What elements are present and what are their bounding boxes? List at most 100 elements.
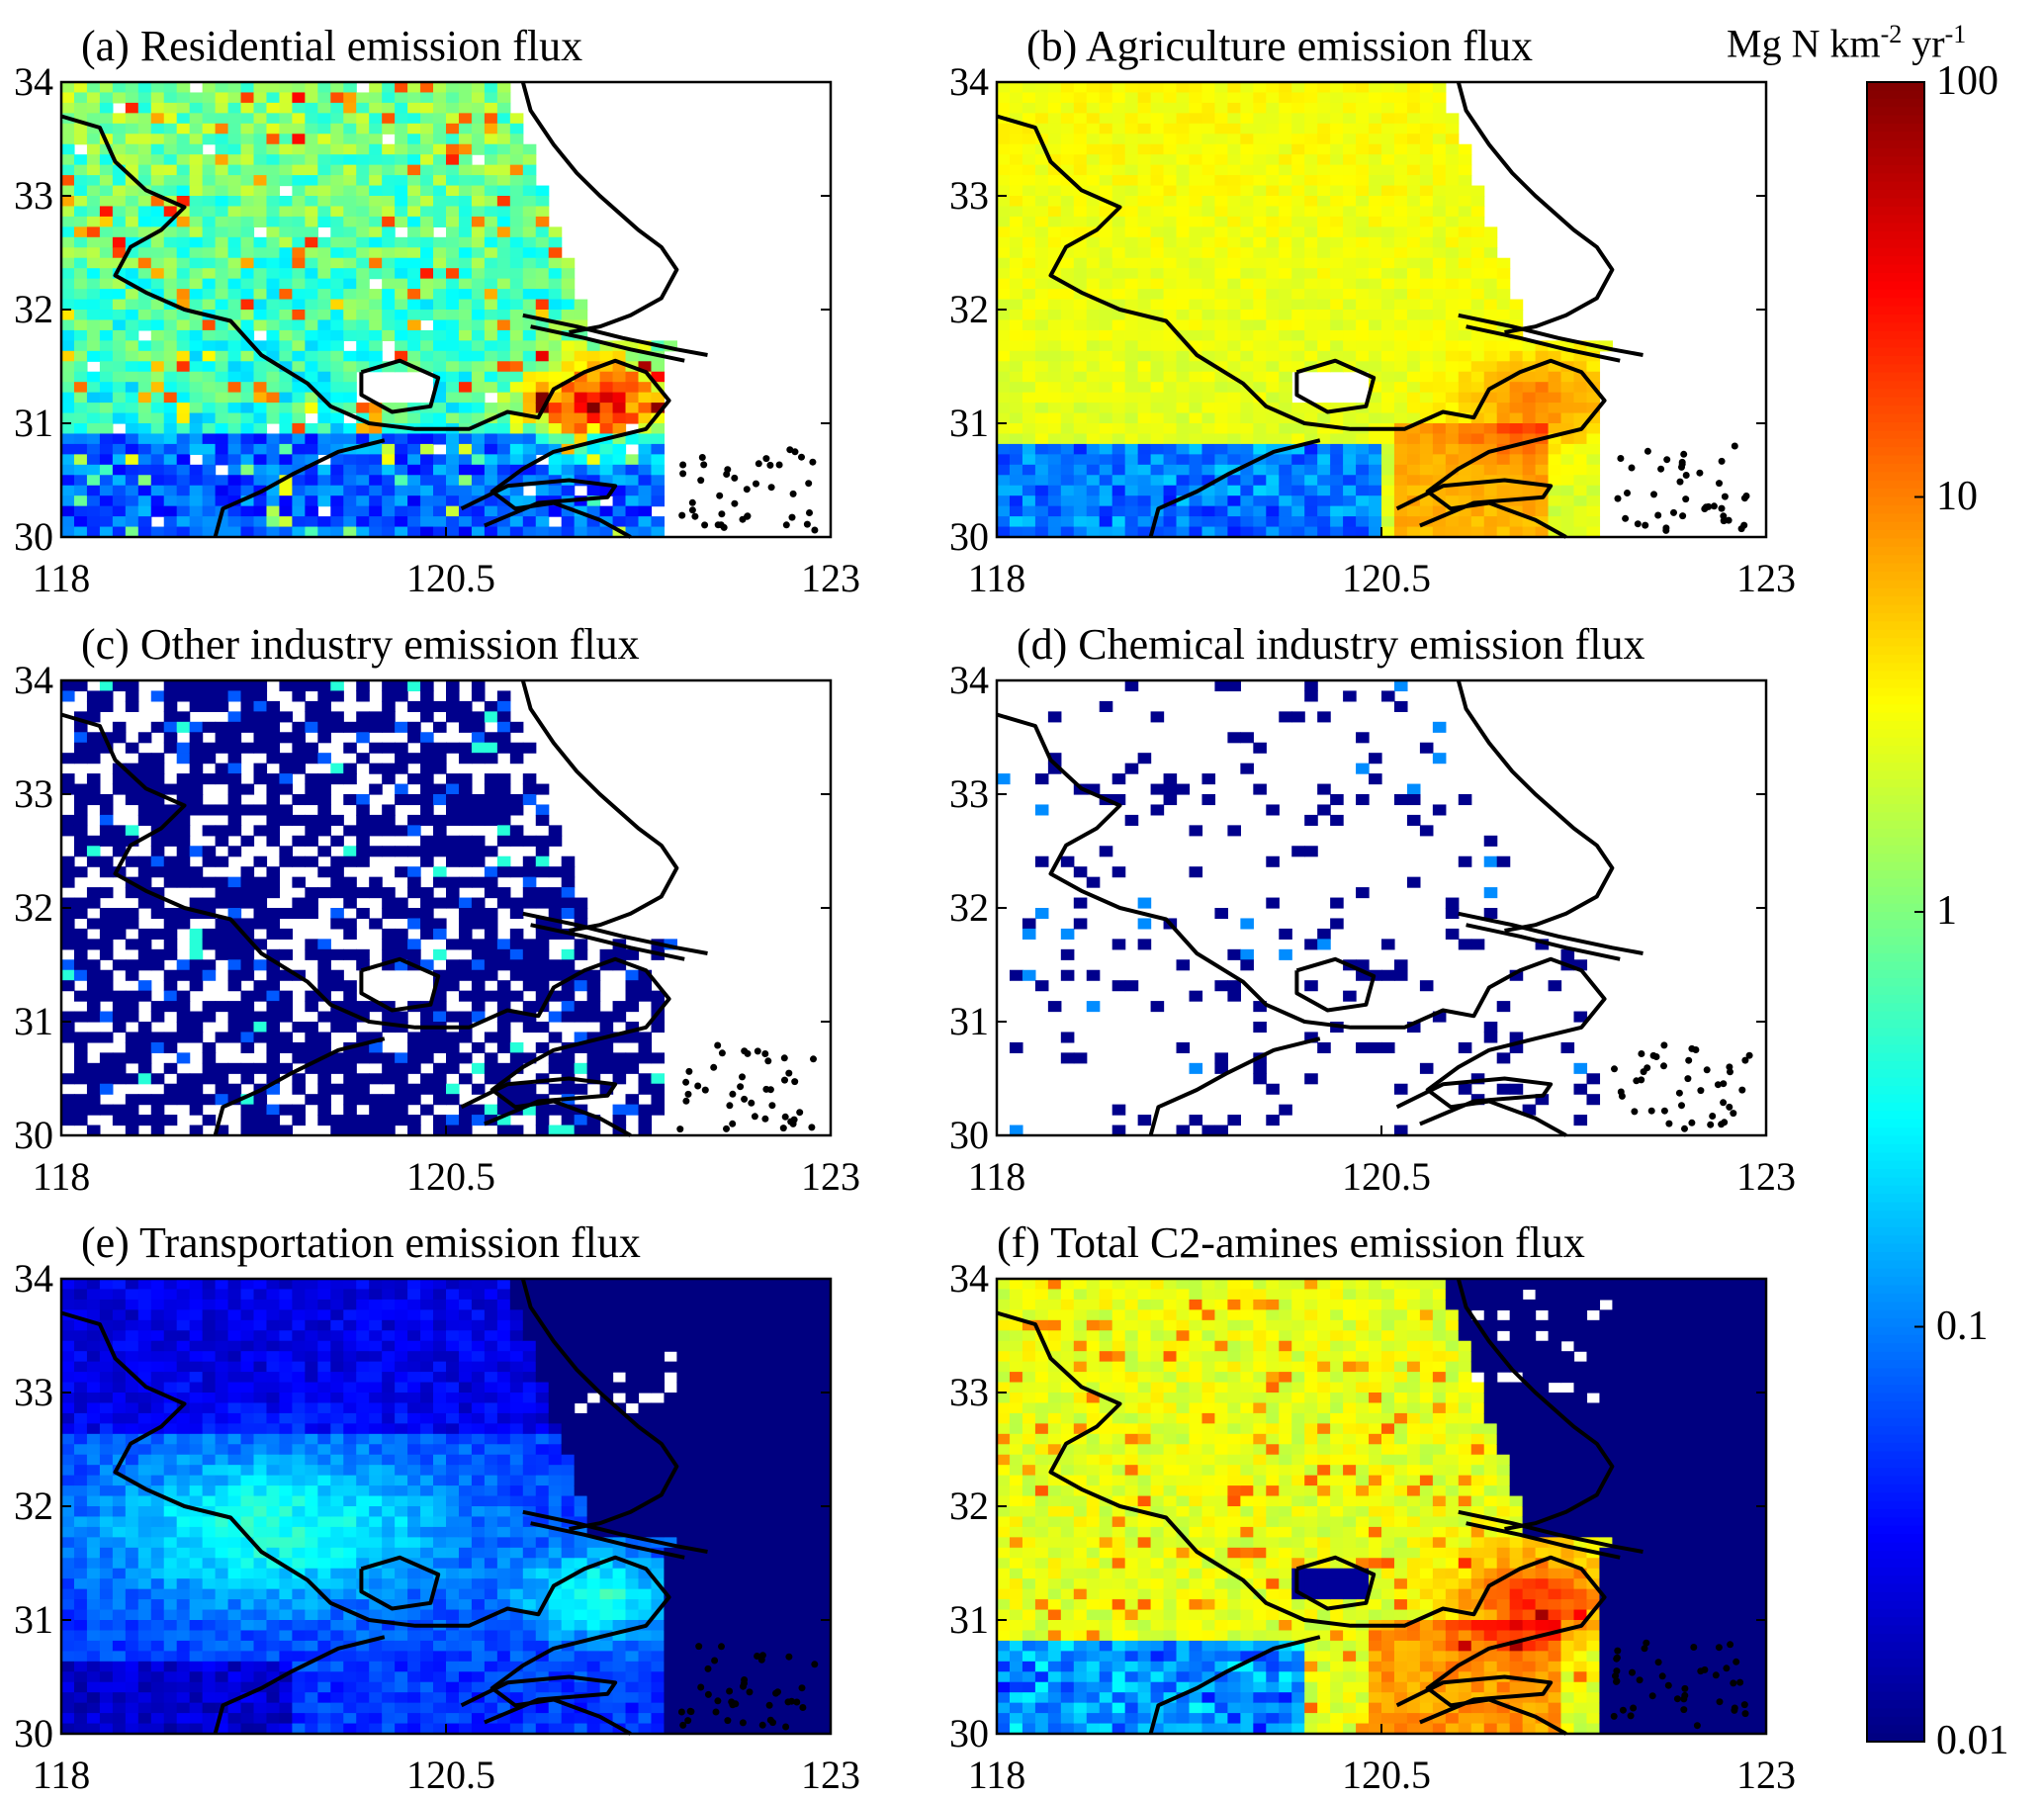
grid-cell — [1073, 236, 1088, 248]
grid-cell — [356, 247, 370, 259]
map-panel-c — [59, 678, 833, 1137]
grid-cell — [522, 268, 537, 280]
grid-cell — [1253, 505, 1267, 517]
grid-cell — [1176, 247, 1191, 259]
grid-cell — [1343, 485, 1357, 496]
grid-cell — [1522, 340, 1537, 352]
grid-cell — [484, 113, 498, 125]
grid-cell — [1073, 196, 1088, 208]
grid-cell — [125, 969, 139, 981]
grid-cell — [150, 340, 165, 352]
grid-cell — [1060, 464, 1075, 476]
grid-cell — [227, 1022, 242, 1034]
island-dot — [694, 1082, 702, 1090]
grid-cell — [638, 403, 653, 414]
grid-cell — [433, 299, 447, 311]
grid-cell — [240, 164, 255, 176]
grid-cell — [638, 1052, 653, 1064]
grid-cell — [86, 226, 101, 238]
grid-cell — [1163, 154, 1178, 166]
grid-cell — [638, 454, 653, 466]
grid-cell — [484, 454, 498, 466]
grid-cell — [496, 257, 511, 269]
grid-cell — [1073, 206, 1088, 218]
grid-cell — [433, 464, 447, 476]
grid-cell — [176, 433, 191, 445]
grid-cell — [1111, 412, 1126, 424]
grid-cell — [292, 423, 306, 435]
grid-cell — [420, 783, 434, 795]
grid-cell — [395, 897, 408, 909]
grid-cell — [1356, 102, 1370, 114]
grid-cell — [458, 485, 473, 496]
grid-cell — [73, 897, 88, 909]
grid-cell — [189, 680, 204, 692]
island-dot — [717, 521, 725, 529]
grid-cell — [73, 196, 88, 208]
grid-cell — [176, 164, 191, 176]
island-dot — [808, 1124, 816, 1131]
grid-cell — [73, 516, 88, 528]
grid-cell — [1291, 143, 1305, 155]
island-dot — [751, 1113, 758, 1121]
grid-cell — [433, 505, 447, 517]
grid-cell — [1124, 289, 1139, 301]
grid-cell — [407, 680, 421, 692]
grid-cell — [73, 753, 88, 765]
grid-cell — [1496, 392, 1511, 404]
grid-cell — [343, 846, 357, 857]
grid-cell — [433, 102, 447, 114]
grid-cell — [1227, 350, 1241, 362]
grid-cell — [382, 763, 396, 774]
grid-cell — [1522, 516, 1537, 528]
grid-cell — [112, 196, 127, 208]
island-dot — [1710, 502, 1718, 510]
grid-cell — [1432, 464, 1447, 476]
grid-cell — [317, 773, 331, 785]
grid-cell — [1266, 257, 1280, 269]
grid-cell — [1356, 278, 1370, 290]
grid-cell — [1304, 310, 1318, 321]
grid-cell — [266, 113, 281, 125]
grid-cell — [458, 340, 473, 352]
grid-cell — [266, 299, 281, 311]
grid-cell — [317, 783, 331, 795]
grid-cell — [561, 299, 576, 311]
grid-cell — [1189, 134, 1203, 145]
grid-cell — [163, 392, 178, 404]
grid-cell — [484, 700, 498, 712]
grid-cell — [1111, 113, 1126, 125]
grid-cell — [317, 268, 331, 280]
grid-cell — [1176, 310, 1191, 321]
grid-cell — [1137, 392, 1152, 404]
grid-cell — [1240, 329, 1254, 341]
grid-cell — [1548, 485, 1562, 496]
grid-cell — [369, 918, 383, 930]
grid-cell — [1150, 134, 1165, 145]
grid-cell — [548, 403, 563, 414]
grid-cell — [420, 1083, 434, 1095]
grid-cell — [1034, 185, 1049, 197]
grid-cell — [1111, 382, 1126, 394]
grid-cell — [651, 1073, 666, 1085]
grid-cell — [1432, 175, 1447, 187]
grid-cell — [227, 92, 242, 104]
grid-cell — [176, 289, 191, 301]
grid-cell — [1163, 495, 1178, 507]
grid-cell — [1137, 123, 1152, 135]
grid-cell — [1124, 526, 1139, 538]
grid-cell — [292, 299, 306, 311]
grid-cell — [1150, 278, 1165, 290]
grid-cell — [1535, 454, 1550, 466]
grid-cell — [1047, 371, 1062, 383]
grid-cell — [305, 1052, 318, 1064]
grid-cell — [240, 1062, 255, 1074]
grid-cell — [1304, 350, 1318, 362]
grid-cell — [1445, 226, 1460, 238]
grid-cell — [496, 794, 511, 806]
grid-cell — [1470, 423, 1485, 435]
grid-cell — [86, 1001, 101, 1013]
grid-cell — [176, 876, 191, 888]
grid-cell — [1137, 278, 1152, 290]
grid-cell — [395, 433, 408, 445]
